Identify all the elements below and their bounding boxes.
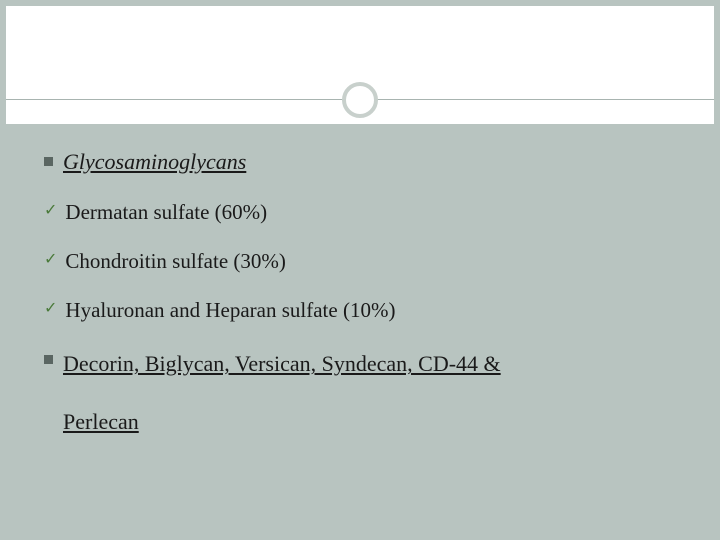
list-item: ✓ Chondroitin sulfate (30%) — [44, 248, 676, 275]
list-item: Decorin, Biglycan, Versican, Syndecan, C… — [44, 346, 676, 381]
content-area: Glycosaminoglycans ✓ Dermatan sulfate (6… — [6, 124, 714, 459]
list-item: Glycosaminoglycans — [44, 148, 676, 177]
list-item: Perlecan — [44, 404, 676, 439]
check-bullet-icon: ✓ — [44, 250, 57, 269]
square-bullet-icon — [44, 157, 53, 166]
check-bullet-icon: ✓ — [44, 201, 57, 220]
header-area — [6, 6, 714, 124]
list-item: ✓ Hyaluronan and Heparan sulfate (10%) — [44, 297, 676, 324]
underline-text: Decorin, Biglycan, Versican, Syndecan, C… — [63, 346, 501, 381]
item-text: Hyaluronan and Heparan sulfate (10%) — [65, 297, 395, 324]
slide-container: Glycosaminoglycans ✓ Dermatan sulfate (6… — [6, 6, 714, 534]
circle-ornament — [342, 82, 378, 118]
check-bullet-icon: ✓ — [44, 299, 57, 318]
heading-text: Glycosaminoglycans — [63, 148, 246, 177]
item-text: Dermatan sulfate (60%) — [65, 199, 267, 226]
list-item: ✓ Dermatan sulfate (60%) — [44, 199, 676, 226]
item-text: Chondroitin sulfate (30%) — [65, 248, 285, 275]
underline-text: Perlecan — [63, 404, 139, 439]
square-bullet-icon — [44, 355, 53, 364]
